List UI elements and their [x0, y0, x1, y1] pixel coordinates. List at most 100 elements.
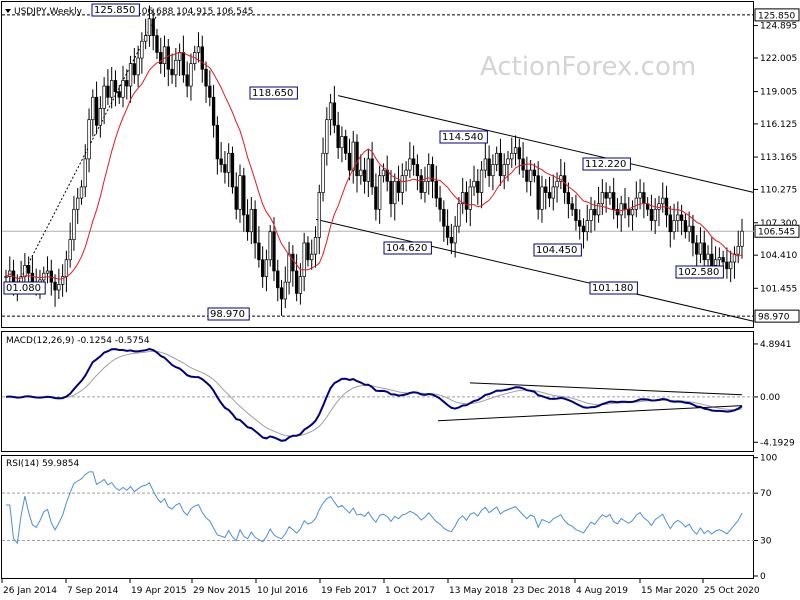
candle-body: [344, 136, 348, 154]
rsi-label: RSI(14) 59.9854: [6, 459, 79, 469]
candle-body: [83, 158, 87, 188]
candle-body: [581, 225, 586, 233]
price-panel-frame: [1, 1, 754, 328]
candle-body: [374, 186, 378, 210]
candle-body: [136, 57, 140, 76]
candle-body: [525, 169, 529, 182]
candle-body: [540, 186, 544, 210]
candle-body: [196, 46, 201, 53]
candle-body: [87, 119, 91, 160]
candle-body: [649, 208, 654, 221]
candle-body: [370, 158, 374, 188]
candle-body: [668, 214, 672, 233]
candle-body: [442, 208, 446, 227]
price-tag-box: [675, 265, 724, 279]
price-tag-label: 98.970: [210, 309, 245, 320]
candle-body: [336, 124, 340, 149]
candle-body: [249, 208, 254, 233]
price-tag-box: [249, 86, 298, 100]
candle-body: [242, 175, 246, 216]
candle-body: [30, 272, 35, 283]
candle-body: [687, 225, 691, 233]
rsi-tick-label: 30: [760, 536, 772, 546]
candle-body: [79, 186, 84, 199]
candle-body: [347, 152, 352, 171]
candle-body: [200, 46, 204, 70]
candle-body: [498, 152, 503, 177]
price-candles: [4, 5, 744, 316]
macd-tick-label: 4.8941: [760, 340, 792, 350]
candle-body: [710, 253, 714, 266]
candle-body: [736, 245, 740, 255]
candle-body: [683, 220, 688, 233]
price-tick-label: 107.300: [760, 219, 797, 229]
candle-body: [457, 203, 461, 227]
candle-body: [517, 147, 521, 160]
candle-body: [321, 152, 325, 193]
rsi-tick-label: 0: [760, 572, 766, 582]
candle-body: [298, 276, 303, 294]
x-tick-label: 19 Apr 2015: [131, 586, 187, 596]
candle-body: [313, 236, 318, 255]
candle-body: [260, 259, 265, 277]
candle-body: [657, 203, 661, 210]
macd-panel-frame: [1, 331, 754, 452]
candle-body: [294, 270, 299, 294]
candle-body: [449, 236, 454, 244]
symbol-dropdown-icon[interactable]: [5, 9, 11, 13]
candle-body: [713, 259, 718, 266]
candle-body: [272, 231, 276, 272]
price-tick-label: 113.165: [760, 153, 797, 163]
candle-body: [464, 192, 469, 210]
candle-body: [400, 175, 404, 193]
candle-body: [532, 169, 537, 177]
candle-body: [23, 265, 27, 277]
candle-body: [555, 180, 559, 188]
candle-body: [306, 242, 310, 261]
channel-lower-line: [315, 218, 755, 322]
price-tag-box: [207, 307, 250, 321]
symbol-label[interactable]: USDJPY,Weekly: [14, 7, 83, 17]
price-tick-label: 122.005: [760, 54, 797, 64]
price-tick-label: 124.895: [760, 22, 797, 32]
candle-body: [287, 253, 291, 283]
candle-body: [506, 158, 510, 165]
candle-body: [245, 214, 250, 233]
price-tick-label: 116.125: [760, 120, 797, 130]
candle-body: [634, 197, 638, 210]
candle-body: [162, 46, 167, 64]
time-x-axis: 26 Jan 2014 7 Sep 2014 19 Apr 2015 29 Nov 2…: [1, 579, 760, 596]
candle-body: [396, 180, 401, 193]
candle-body: [438, 197, 442, 210]
candle-body: [423, 180, 427, 193]
price-marker-label: 125.850: [758, 11, 795, 21]
price-tick-label: 104.410: [760, 251, 797, 261]
candle-body: [268, 231, 272, 261]
candle-body: [578, 220, 582, 227]
candle-body: [211, 96, 216, 126]
candle-body: [468, 186, 472, 210]
rsi-line: [6, 471, 743, 545]
candle-body: [72, 208, 76, 240]
candle-body: [159, 52, 163, 64]
candle-body: [155, 35, 159, 53]
candle-body: [170, 68, 174, 76]
candle-body: [415, 164, 420, 177]
candle-body: [585, 220, 589, 233]
price-tag-label: 114.540: [442, 132, 483, 143]
x-tick-label: 15 Mar 2020: [641, 586, 698, 596]
candle-body: [189, 63, 193, 87]
candle-body: [60, 276, 65, 285]
candle-body: [302, 242, 306, 277]
candle-body: [461, 192, 465, 205]
rsi-tick-label: 100: [760, 454, 777, 464]
candle-body: [627, 208, 631, 216]
candle-body: [717, 257, 722, 261]
candle-body: [408, 158, 412, 171]
candle-body: [393, 180, 397, 205]
x-tick-label: 1 Oct 2017: [385, 586, 435, 596]
candle-body: [174, 59, 178, 76]
candle-body: [589, 208, 593, 221]
candle-body: [472, 180, 476, 188]
candle-body: [729, 261, 733, 270]
